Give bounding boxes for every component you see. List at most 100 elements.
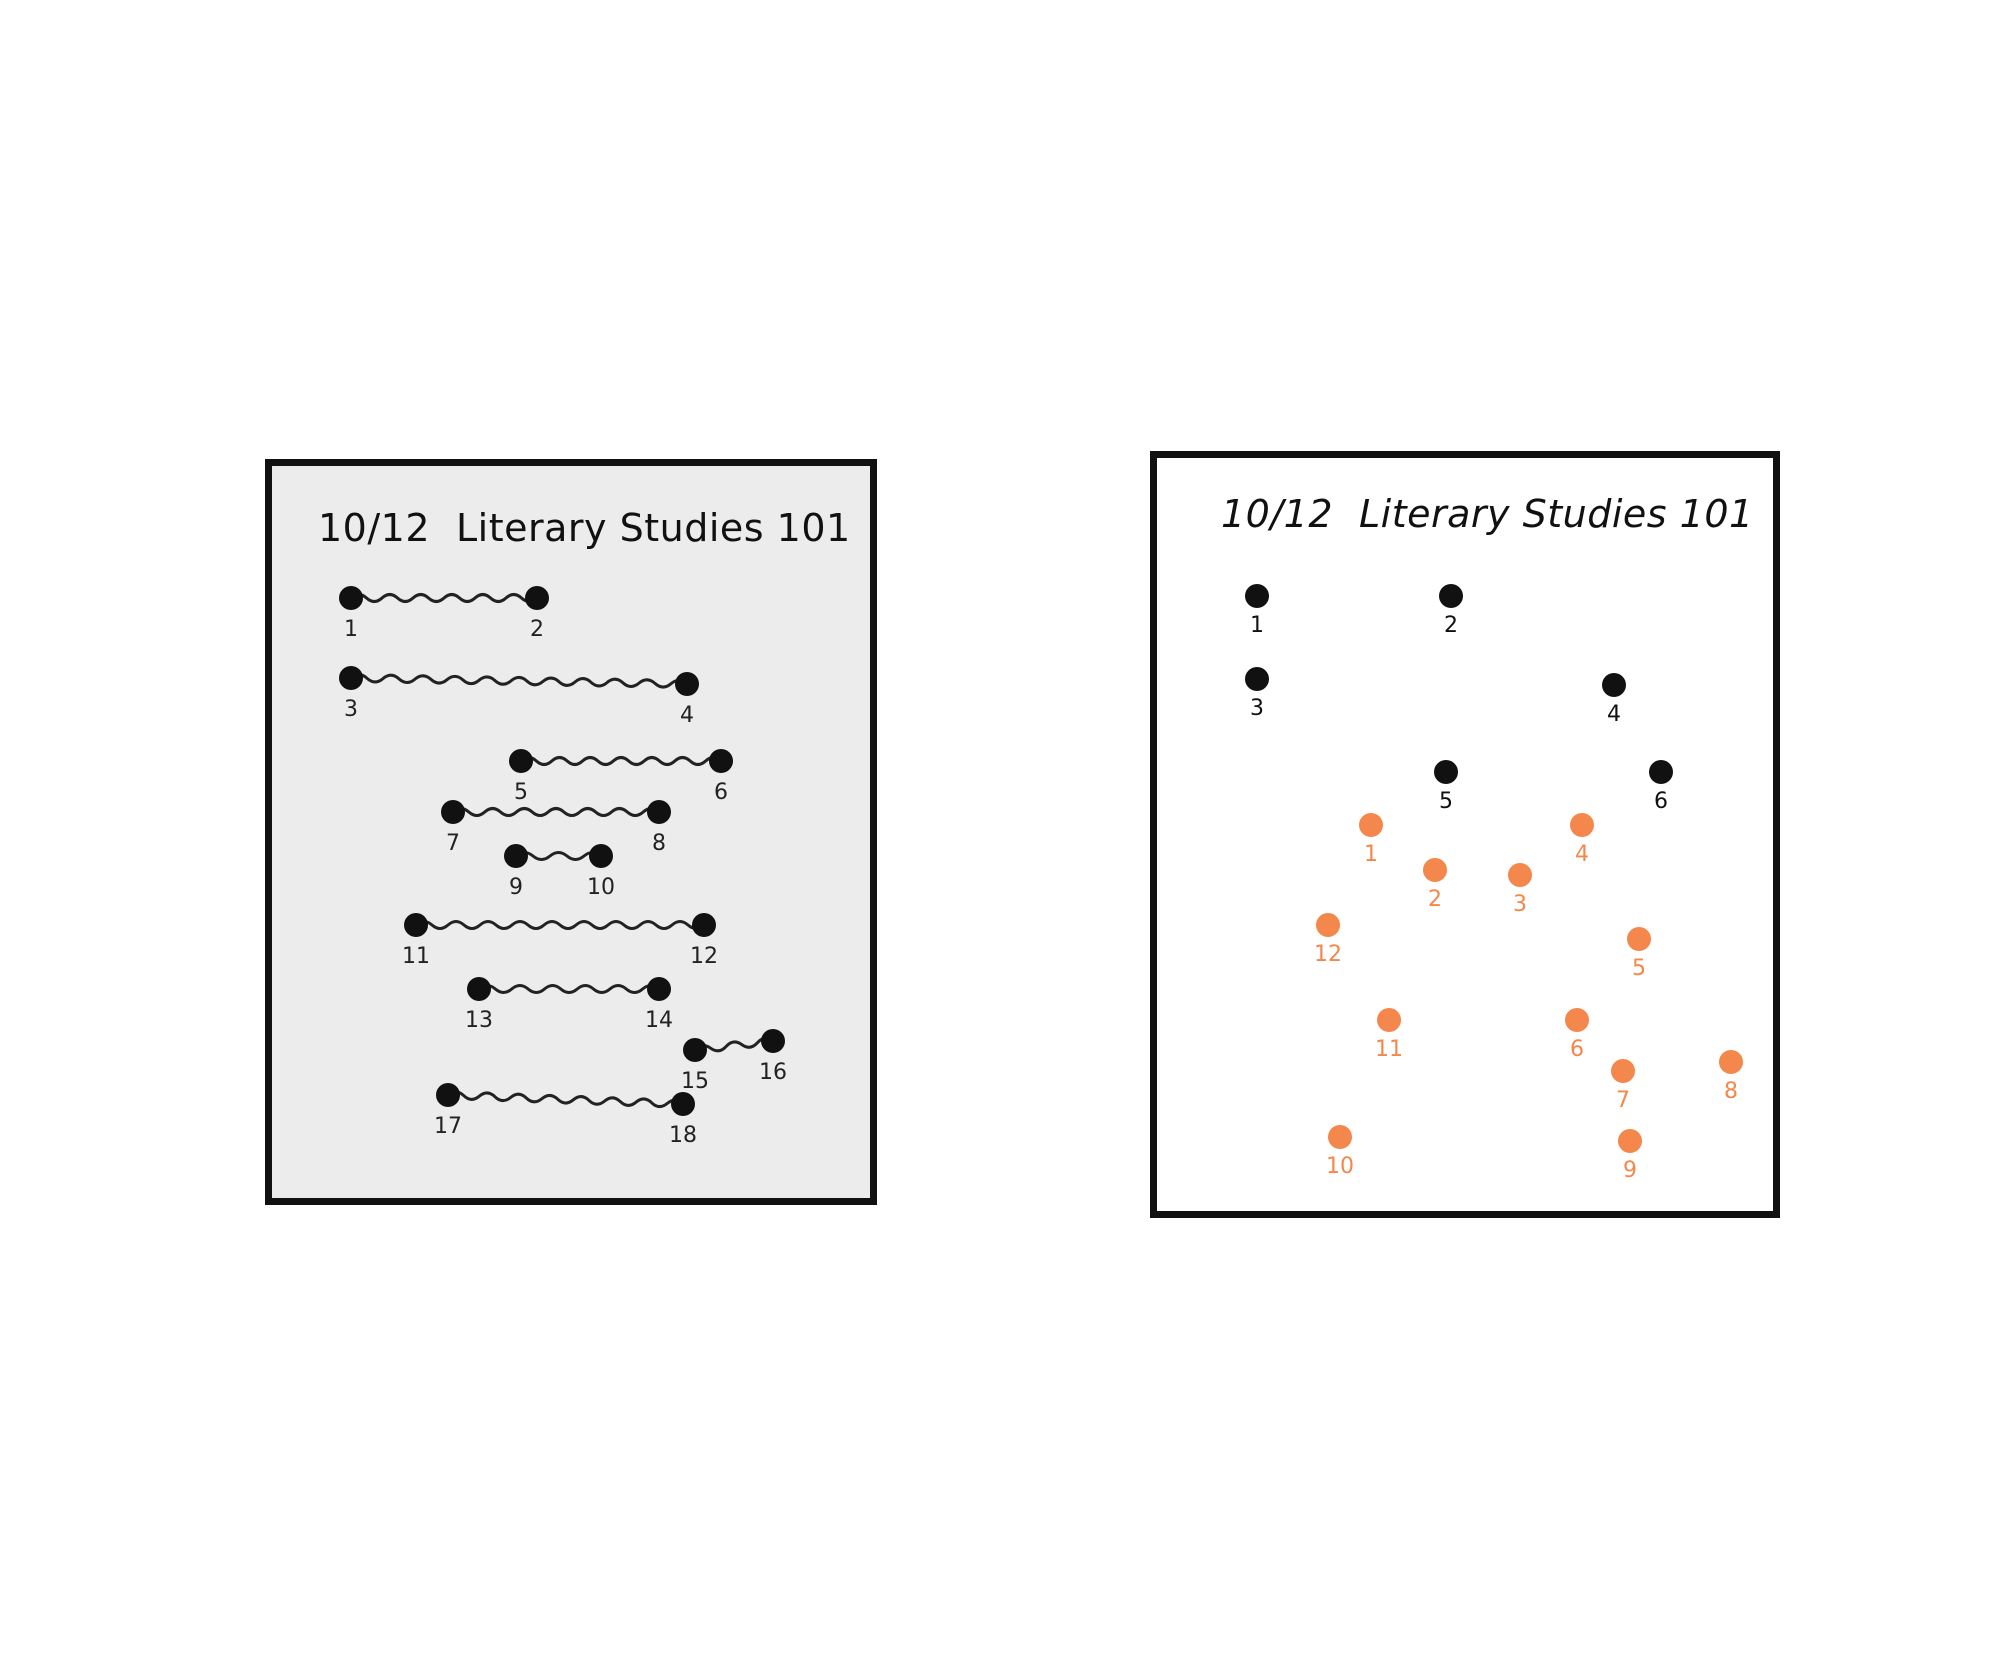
black-dot-3 [1245, 667, 1269, 691]
dot-label-16: 16 [759, 1060, 787, 1085]
orange-point-11: 11 [1375, 1008, 1403, 1062]
dot-7 [441, 800, 465, 824]
dot-label-6: 6 [714, 780, 728, 805]
black-point-3: 3 [1245, 667, 1269, 721]
orange-dot-1 [1359, 813, 1383, 837]
dot-3 [339, 666, 363, 690]
black-dot-label-2: 2 [1444, 613, 1458, 638]
dot-1 [339, 586, 363, 610]
orange-dot-label-8: 8 [1724, 1079, 1738, 1104]
black-point-6: 6 [1649, 760, 1673, 814]
dot-pair-13-14: 13 14 [465, 977, 673, 1033]
wavy-connector [451, 807, 661, 817]
black-dot-2 [1439, 584, 1463, 608]
dot-17 [436, 1083, 460, 1107]
orange-dot-label-12: 12 [1314, 942, 1342, 967]
wavy-connector [349, 673, 689, 689]
dot-pair-15-16: 15 16 [681, 1029, 787, 1094]
left-title-course: Literary Studies 101 [456, 506, 851, 550]
orange-dot-label-7: 7 [1616, 1088, 1630, 1113]
wavy-connector [519, 756, 723, 766]
orange-dot-label-11: 11 [1375, 1037, 1403, 1062]
black-dot-label-1: 1 [1250, 613, 1264, 638]
black-point-1: 1 [1245, 584, 1269, 638]
dot-label-11: 11 [402, 944, 430, 969]
dot-label-15: 15 [681, 1069, 709, 1094]
orange-dot-label-4: 4 [1575, 842, 1589, 867]
dot-label-13: 13 [465, 1008, 493, 1033]
dot-label-9: 9 [509, 875, 523, 900]
right-panel-title: 10/12 Literary Studies 101 [1221, 492, 1754, 536]
orange-dot-8 [1719, 1050, 1743, 1074]
dot-2 [525, 586, 549, 610]
dot-label-7: 7 [446, 831, 460, 856]
dot-label-14: 14 [645, 1008, 673, 1033]
wavy-connector [693, 1036, 775, 1053]
dot-label-3: 3 [344, 697, 358, 722]
orange-point-12: 12 [1314, 913, 1342, 967]
dot-label-2: 2 [530, 617, 544, 642]
orange-dot-7 [1611, 1059, 1635, 1083]
left-panel-title: 10/12 Literary Studies 101 [318, 506, 851, 550]
black-dot-label-4: 4 [1607, 702, 1621, 727]
orange-dot-5 [1627, 927, 1651, 951]
dot-15 [683, 1038, 707, 1062]
orange-dot-6 [1565, 1008, 1589, 1032]
dot-label-10: 10 [587, 875, 615, 900]
orange-dot-9 [1618, 1129, 1642, 1153]
orange-point-3: 3 [1508, 863, 1532, 917]
dot-14 [647, 977, 671, 1001]
right-title-date: 10/12 [1221, 492, 1334, 536]
black-point-5: 5 [1434, 760, 1458, 814]
wavy-connector [477, 984, 661, 994]
dot-8 [647, 800, 671, 824]
dot-18 [671, 1092, 695, 1116]
orange-dot-label-9: 9 [1623, 1158, 1637, 1183]
dot-label-1: 1 [344, 617, 358, 642]
dot-label-5: 5 [514, 780, 528, 805]
orange-point-9: 9 [1618, 1129, 1642, 1183]
black-dot-4 [1602, 673, 1626, 697]
black-dot-1 [1245, 584, 1269, 608]
right-title-course: Literary Studies 101 [1359, 492, 1754, 536]
orange-point-8: 8 [1719, 1050, 1743, 1104]
dot-5 [509, 749, 533, 773]
dot-13 [467, 977, 491, 1001]
dot-label-8: 8 [652, 831, 666, 856]
dot-label-18: 18 [669, 1123, 697, 1148]
left-panel: 10/12 Literary Studies 101 1 2 3 4 5 6 7 8 9 10 11 1… [265, 459, 877, 1205]
dot-pair-17-18: 17 18 [434, 1083, 697, 1148]
orange-point-10: 10 [1326, 1125, 1354, 1179]
wavy-connector [446, 1090, 685, 1109]
dot-9 [504, 844, 528, 868]
black-dot-label-5: 5 [1439, 789, 1453, 814]
dot-16 [761, 1029, 785, 1053]
orange-dot-4 [1570, 813, 1594, 837]
orange-dot-11 [1377, 1008, 1401, 1032]
orange-point-4: 4 [1570, 813, 1594, 867]
orange-dot-label-1: 1 [1364, 842, 1378, 867]
orange-dot-2 [1423, 858, 1447, 882]
left-title-date: 10/12 [318, 506, 431, 550]
dot-4 [675, 672, 699, 696]
black-point-4: 4 [1602, 673, 1626, 727]
black-dot-6 [1649, 760, 1673, 784]
orange-point-1: 1 [1359, 813, 1383, 867]
wavy-connector [349, 593, 539, 603]
orange-dot-label-5: 5 [1632, 956, 1646, 981]
orange-dot-label-2: 2 [1428, 887, 1442, 912]
black-dot-label-3: 3 [1250, 696, 1264, 721]
wavy-connector [514, 851, 603, 861]
dot-pair-11-12: 11 12 [402, 913, 718, 969]
dot-12 [692, 913, 716, 937]
orange-dot-3 [1508, 863, 1532, 887]
black-dot-5 [1434, 760, 1458, 784]
orange-point-5: 5 [1627, 927, 1651, 981]
dot-label-12: 12 [690, 944, 718, 969]
